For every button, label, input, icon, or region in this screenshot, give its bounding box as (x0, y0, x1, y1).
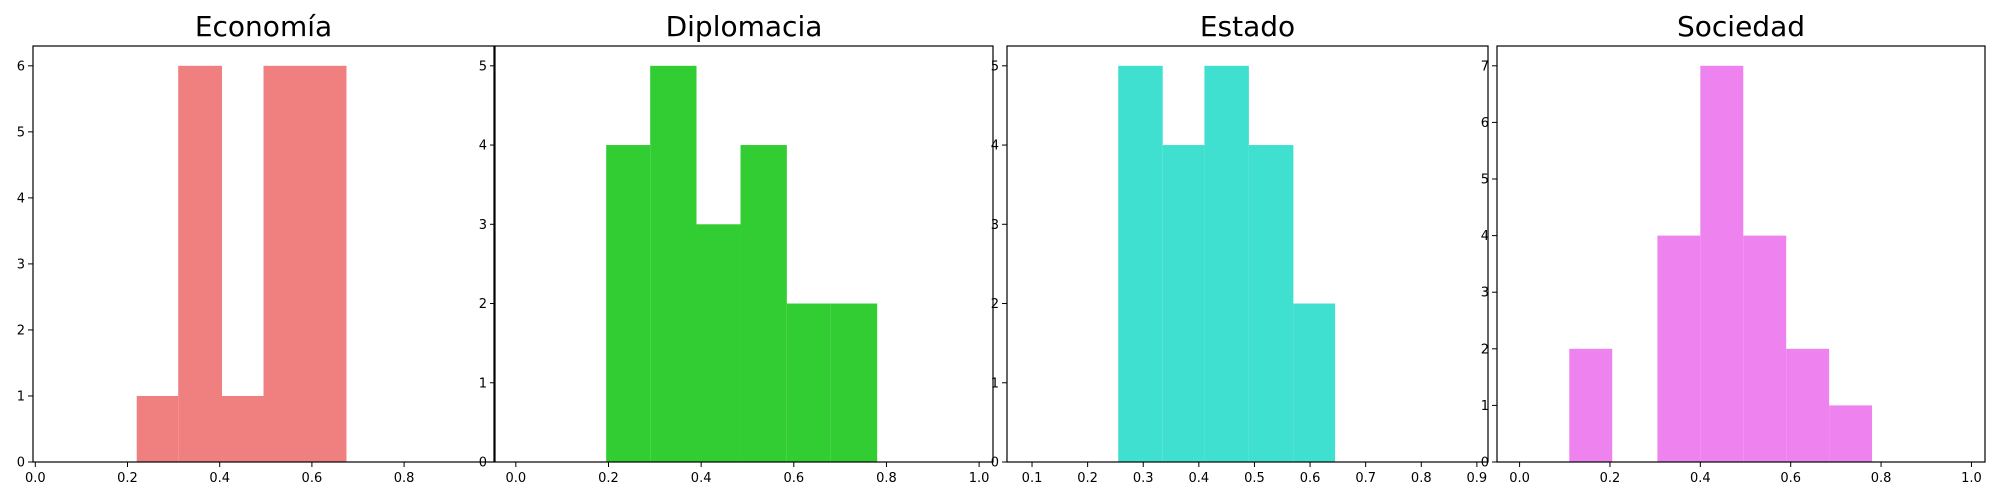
y-tick-label: 1 (991, 376, 999, 391)
y-tick-label: 6 (1481, 116, 1489, 131)
axes-frame (1496, 45, 1986, 463)
x-tick-label: 0.4 (1189, 471, 1210, 486)
histogram-bar (304, 65, 347, 463)
y-tick-label: 2 (17, 323, 25, 338)
histogram-bar (1657, 235, 1701, 462)
x-tick-label: 0.2 (598, 471, 619, 486)
x-tick-label: 0.4 (209, 471, 230, 486)
y-tick-label: 4 (479, 139, 487, 154)
histogram-bar (830, 303, 878, 462)
panel-economia: Economía 0.0 0.2 0.4 0.6 0.8 0 1 2 3 4 5 6 (17, 10, 495, 486)
y-tick-label: 5 (479, 59, 487, 74)
y-tick-label: 6 (17, 59, 25, 74)
y-tick-label: 5 (17, 125, 25, 140)
x-tick-label: 0.9 (1467, 471, 1488, 486)
panel-sociedad: Sociedad 0.0 0.2 0.4 0.6 0.8 1.0 0 1 2 3 4 5 6 7 (1481, 10, 1986, 486)
y-tick-label: 3 (991, 218, 999, 233)
histogram-bar (650, 65, 697, 463)
axes-frame (494, 45, 994, 463)
x-tick-label: 0.8 (394, 471, 415, 486)
histogram-bar (1700, 65, 1744, 463)
histogram-bar (1569, 348, 1613, 462)
x-tick-label: 0.5 (1244, 471, 1265, 486)
histogram-bar (136, 395, 179, 462)
y-tick-label: 0 (17, 456, 25, 471)
y-tick-label: 0 (479, 456, 487, 471)
y-tick-label: 2 (479, 297, 487, 312)
y-tick-label: 1 (479, 376, 487, 391)
y-tick-label: 7 (1481, 59, 1489, 74)
panel-diplomacia: Diplomacia 0.0 0.2 0.4 0.6 0.8 1.0 0 1 2 3 4 5 (479, 10, 994, 486)
x-tick-label: 0.2 (1077, 471, 1098, 486)
x-tick-label: 0.8 (876, 471, 897, 486)
x-tick-label: 0.1 (1022, 471, 1043, 486)
x-tick-label: 1.0 (1961, 471, 1982, 486)
x-tick-label: 0.2 (117, 471, 138, 486)
y-tick-label: 4 (991, 139, 999, 154)
histogram-bar (1829, 405, 1873, 462)
histogram-bar (786, 303, 831, 462)
histogram-bar (1786, 348, 1830, 462)
panel-title: Economía (195, 10, 332, 43)
histogram-bar (1743, 235, 1787, 462)
y-tick-label: 4 (17, 191, 25, 206)
histogram-bar (222, 395, 264, 462)
y-tick-label: 1 (1481, 399, 1489, 414)
x-tick-label: 0.0 (506, 471, 527, 486)
y-tick-label: 4 (1481, 229, 1489, 244)
x-tick-label: 0.6 (302, 471, 323, 486)
y-tick-label: 0 (1481, 456, 1489, 471)
y-tick-label: 1 (17, 389, 25, 404)
x-tick-label: 0.2 (1600, 471, 1621, 486)
y-tick-label: 3 (1481, 286, 1489, 301)
x-tick-label: 0.0 (25, 471, 46, 486)
histogram-bar (696, 224, 741, 462)
y-tick-label: 2 (1481, 342, 1489, 357)
axes-frame (32, 45, 495, 463)
x-tick-label: 0.6 (783, 471, 804, 486)
panel-title: Sociedad (1677, 10, 1805, 43)
axes-frame (1006, 45, 1489, 463)
histogram-bar (1162, 145, 1205, 463)
x-tick-label: 0.0 (1509, 471, 1530, 486)
x-tick-label: 0.6 (1300, 471, 1321, 486)
x-tick-label: 0.7 (1355, 471, 1376, 486)
histogram-bar (1204, 65, 1249, 463)
histogram-bar (606, 145, 651, 463)
histogram-bar (178, 65, 223, 463)
y-tick-label: 3 (17, 257, 25, 272)
x-tick-label: 1.0 (969, 471, 990, 486)
y-tick-label: 2 (991, 297, 999, 312)
y-tick-label: 0 (991, 456, 999, 471)
x-tick-label: 0.6 (1780, 471, 1801, 486)
panel-title: Diplomacia (666, 10, 823, 43)
x-tick-label: 0.4 (691, 471, 712, 486)
histogram-bar (1248, 145, 1294, 463)
histogram-bar (1293, 303, 1336, 462)
x-tick-label: 0.8 (1411, 471, 1432, 486)
histogram-bar (740, 145, 787, 463)
panel-title: Estado (1200, 10, 1295, 43)
x-tick-label: 0.8 (1871, 471, 1892, 486)
histogram-bar (263, 65, 305, 463)
y-tick-label: 3 (479, 218, 487, 233)
y-tick-label: 5 (991, 59, 999, 74)
y-tick-label: 5 (1481, 173, 1489, 188)
x-tick-label: 0.4 (1690, 471, 1711, 486)
x-tick-label: 0.3 (1133, 471, 1154, 486)
histogram-bar (1118, 65, 1163, 463)
